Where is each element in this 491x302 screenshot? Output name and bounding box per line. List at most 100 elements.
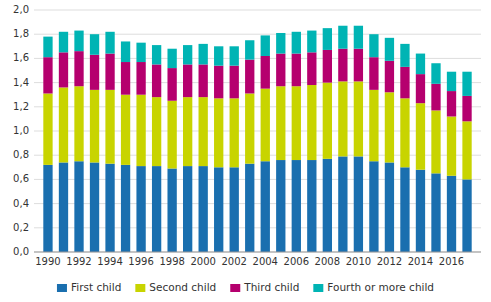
bar-segment [261, 89, 270, 162]
bar-segment [276, 160, 285, 252]
bar-segment [338, 156, 347, 252]
bar-segment [245, 60, 254, 94]
bar-segment [245, 164, 254, 252]
bar-segment [292, 32, 301, 54]
y-tick-label: 0,2 [13, 222, 29, 233]
bar-segment [199, 166, 208, 252]
bar-segment [167, 49, 176, 68]
legend-swatch [313, 284, 323, 292]
bar-segment [136, 95, 145, 166]
bar-segment [214, 167, 223, 252]
bar-segment [152, 166, 161, 252]
legend-item: Second child [135, 281, 216, 293]
bar-segment [43, 37, 52, 58]
bar-segment [105, 54, 114, 90]
bar-segment [400, 44, 409, 67]
y-tick-label: 0,0 [13, 246, 29, 257]
x-tick-label: 2008 [315, 256, 340, 267]
page-body: {"chart_data": { "type": "bar", "stacked… [0, 0, 491, 302]
bar-segment [199, 97, 208, 166]
bar-segment [416, 170, 425, 252]
bar-segment [105, 164, 114, 252]
legend-swatch [135, 284, 145, 292]
x-tick-label: 2006 [284, 256, 309, 267]
legend-label: Fourth or more child [327, 281, 434, 293]
bar-segment [245, 40, 254, 59]
grid [34, 10, 481, 252]
bar-segment [59, 162, 68, 252]
bar-segment [385, 38, 394, 61]
x-tick-label: 1990 [35, 256, 60, 267]
grid-line [34, 58, 481, 59]
bar-segment [152, 45, 161, 64]
bar-segment [261, 161, 270, 252]
legend-swatch [57, 284, 67, 292]
legend-swatch [230, 284, 240, 292]
grid-line [34, 252, 481, 253]
bar-segment [90, 162, 99, 252]
grid-line [34, 203, 481, 204]
bar-segment [214, 46, 223, 65]
bar-segment [167, 68, 176, 101]
bar-segment [245, 93, 254, 163]
bar-segment [74, 161, 83, 252]
bar-segment [90, 55, 99, 90]
bar-segment [230, 66, 239, 99]
bar-segment [447, 116, 456, 175]
bar-segment [59, 32, 68, 53]
bar-segment [214, 66, 223, 99]
bar-segment [323, 159, 332, 252]
x-tick-label: 2004 [253, 256, 278, 267]
bar-segment [385, 61, 394, 92]
bar-segment [90, 90, 99, 163]
bar-segment [136, 43, 145, 62]
legend-label: Second child [149, 281, 216, 293]
bar-segment [230, 98, 239, 167]
x-tick-label: 2012 [377, 256, 402, 267]
bar-segment [183, 64, 192, 97]
x-tick-label: 1994 [97, 256, 122, 267]
x-tick-label: 2002 [221, 256, 246, 267]
x-axis-line [34, 252, 481, 253]
bar-segment [323, 50, 332, 83]
x-tick-label: 1992 [66, 256, 91, 267]
legend-item: First child [57, 281, 121, 293]
bar-segment [230, 46, 239, 65]
bar-segment [447, 72, 456, 91]
bar-segment [136, 166, 145, 252]
bar-segment [199, 44, 208, 65]
bar-segment [369, 34, 378, 57]
bar-segment [43, 165, 52, 252]
bar-segment [338, 49, 347, 82]
bar-segment [462, 96, 471, 121]
legend-label: First child [71, 281, 121, 293]
x-tick-label: 2010 [346, 256, 371, 267]
bar-segment [43, 57, 52, 93]
bar-segment [385, 162, 394, 252]
bar-segment [416, 54, 425, 75]
bar-segment [416, 103, 425, 170]
bar-segment [121, 62, 130, 95]
bar-segment [152, 97, 161, 166]
y-tick-label: 1,8 [13, 28, 29, 39]
bar-segment [307, 52, 316, 85]
bar-segment [121, 41, 130, 62]
page: Stacked bar chart html, body { margin: 0… [0, 0, 491, 302]
bar-segment [214, 98, 223, 167]
bar-segment [354, 49, 363, 82]
bar-segment [292, 54, 301, 87]
bar-segment [369, 161, 378, 252]
bar-segment [167, 101, 176, 169]
bar-segment [59, 52, 68, 87]
bar-segment [462, 121, 471, 179]
bar-segment [167, 169, 176, 252]
bar-segment [416, 74, 425, 103]
bar-segment [307, 160, 316, 252]
series-bars [43, 156, 471, 252]
bar-segment [400, 67, 409, 98]
bar-segment [292, 160, 301, 252]
bar-segment [431, 84, 440, 111]
bar-segment [261, 56, 270, 89]
y-tick-label: 0,6 [13, 173, 29, 184]
y-tick-label: 1,0 [13, 125, 29, 136]
